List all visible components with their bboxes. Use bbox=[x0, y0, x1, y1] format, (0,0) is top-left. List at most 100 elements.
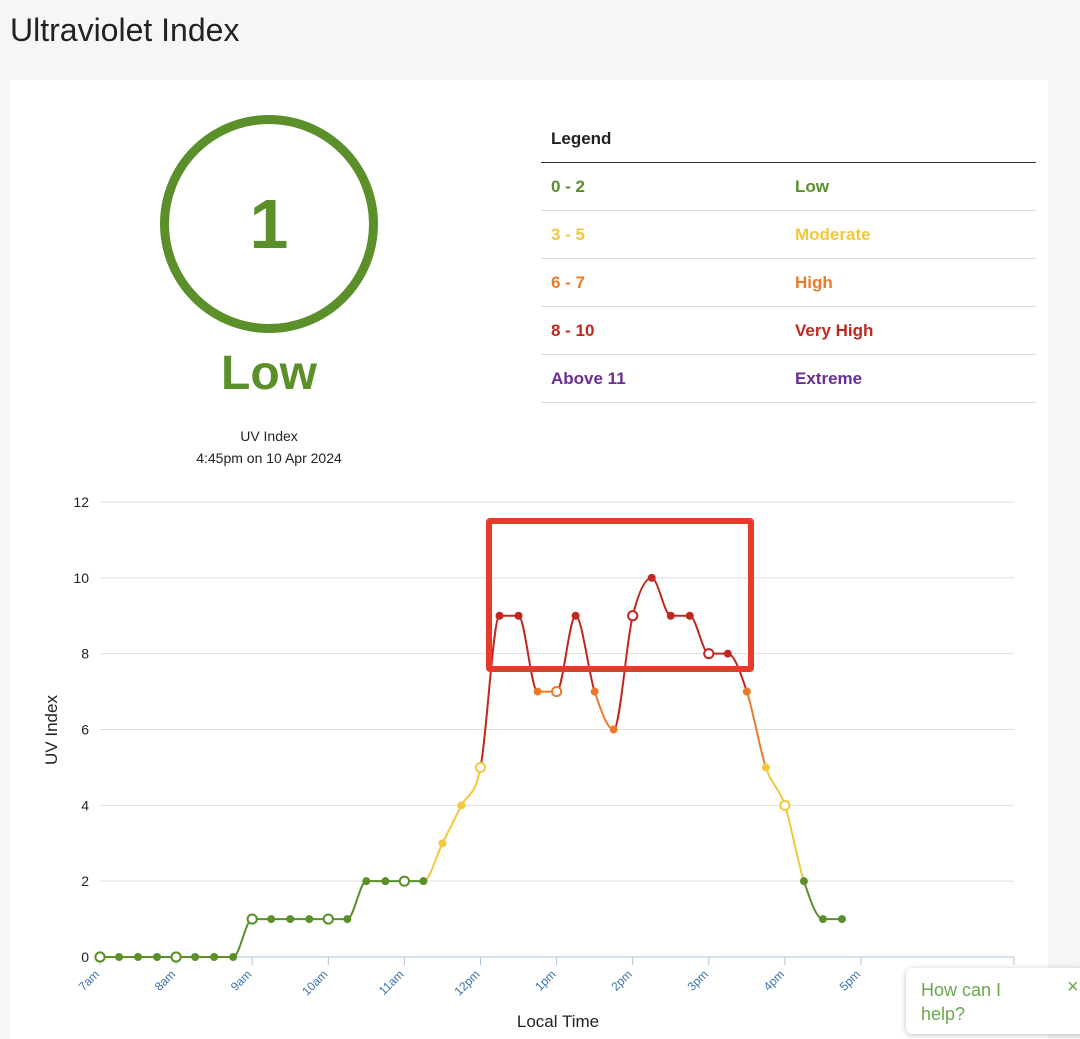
line-segment bbox=[764, 767, 786, 806]
legend-level: Moderate bbox=[795, 225, 871, 244]
x-tick-label: 11am bbox=[376, 967, 407, 998]
legend-level: Extreme bbox=[795, 369, 863, 388]
line-segment bbox=[745, 691, 767, 768]
data-point bbox=[229, 953, 238, 961]
data-point bbox=[818, 915, 827, 924]
data-point bbox=[210, 953, 219, 961]
uv-gauge: 1 bbox=[160, 115, 378, 333]
line-segment bbox=[689, 614, 710, 655]
uv-caption: UV Index 4:45pm on 10 Apr 2024 bbox=[120, 425, 418, 469]
data-point bbox=[779, 799, 791, 811]
y-tick-label: 10 bbox=[73, 570, 89, 586]
legend-range: Above 11 bbox=[551, 369, 626, 388]
data-point bbox=[381, 877, 390, 886]
page-title: Ultraviolet Index bbox=[10, 12, 240, 48]
x-tick-label: 7am bbox=[76, 967, 102, 993]
data-point bbox=[398, 875, 410, 887]
line-segment bbox=[802, 880, 824, 921]
legend-row-very-high: 8 - 10 Very High bbox=[541, 307, 1036, 355]
data-point bbox=[799, 877, 808, 886]
chat-widget[interactable]: How can I help? × bbox=[906, 968, 1080, 1034]
data-point bbox=[551, 685, 563, 698]
legend-row-low: 0 - 2 Low bbox=[541, 163, 1036, 211]
data-point bbox=[474, 761, 487, 774]
y-axis-title: UV Index bbox=[42, 695, 61, 765]
data-point bbox=[837, 915, 846, 924]
data-point bbox=[94, 951, 106, 963]
x-tick-label: 3pm bbox=[685, 967, 711, 993]
data-point bbox=[305, 915, 314, 924]
data-point bbox=[685, 611, 694, 620]
data-point bbox=[134, 953, 143, 961]
x-tick-label: 1pm bbox=[532, 967, 558, 993]
y-tick-label: 12 bbox=[73, 494, 89, 510]
data-point bbox=[647, 573, 656, 582]
uv-series-line bbox=[99, 576, 842, 959]
y-tick-label: 2 bbox=[81, 873, 89, 889]
close-icon[interactable]: × bbox=[1067, 976, 1079, 998]
data-point bbox=[761, 763, 770, 772]
data-point bbox=[362, 877, 371, 886]
line-segment bbox=[631, 576, 652, 616]
uv-current-value: 1 bbox=[249, 185, 289, 263]
data-point bbox=[438, 839, 447, 848]
data-point bbox=[514, 611, 523, 620]
line-segment bbox=[460, 767, 482, 806]
data-point bbox=[286, 915, 295, 924]
legend-range: 6 - 7 bbox=[551, 273, 586, 292]
data-point bbox=[153, 953, 162, 961]
data-point bbox=[723, 649, 732, 658]
uv-legend: Legend 0 - 2 Low 3 - 5 Moderate 6 - 7 Hi… bbox=[541, 120, 1036, 403]
line-segment bbox=[612, 615, 634, 731]
legend-range: 3 - 5 bbox=[551, 225, 586, 244]
data-point bbox=[571, 611, 580, 620]
data-point bbox=[170, 951, 182, 963]
x-tick-label: 12pm bbox=[451, 967, 482, 998]
line-segment bbox=[783, 805, 805, 882]
data-point bbox=[533, 687, 542, 696]
x-tick-label: 2pm bbox=[608, 967, 634, 993]
y-tick-label: 0 bbox=[81, 949, 89, 965]
data-point bbox=[457, 801, 466, 810]
data-point bbox=[666, 611, 675, 620]
x-tick-label: 4pm bbox=[761, 967, 787, 993]
uv-series-points bbox=[94, 573, 846, 963]
chat-prompt[interactable]: How can I help? bbox=[921, 980, 1002, 1024]
legend-level: High bbox=[795, 273, 833, 292]
line-segment bbox=[232, 918, 253, 958]
data-point bbox=[343, 915, 352, 924]
data-point bbox=[590, 687, 599, 696]
legend-range: 8 - 10 bbox=[551, 321, 595, 340]
data-point bbox=[627, 610, 639, 622]
line-segment bbox=[479, 614, 501, 768]
uv-caption-title: UV Index bbox=[240, 428, 298, 444]
line-segment bbox=[593, 691, 614, 731]
data-point bbox=[267, 915, 276, 924]
x-axis-title: Local Time bbox=[517, 1012, 599, 1031]
line-segment bbox=[346, 880, 367, 921]
x-tick-label: 5pm bbox=[837, 967, 863, 993]
uv-level-label: Low bbox=[221, 347, 317, 400]
data-point bbox=[609, 725, 618, 734]
data-point bbox=[703, 648, 715, 660]
data-point bbox=[419, 877, 428, 886]
data-point bbox=[115, 953, 124, 961]
y-tick-label: 4 bbox=[81, 797, 89, 813]
data-point bbox=[495, 611, 504, 620]
uv-line-chart: 0 2 4 6 8 10 12 7am 8am 9am 10am 11am 12pm 1pm 2pm 3pm 4… bbox=[42, 494, 1015, 1031]
uv-caption-timestamp: 4:45pm on 10 Apr 2024 bbox=[196, 450, 342, 466]
line-segment bbox=[423, 842, 444, 883]
y-tick-label: 6 bbox=[81, 722, 89, 738]
x-tick-label: 8am bbox=[152, 967, 178, 993]
data-point bbox=[322, 913, 334, 925]
data-point bbox=[191, 953, 200, 961]
legend-row-extreme: Above 11 Extreme bbox=[541, 355, 1036, 403]
data-point bbox=[246, 913, 258, 925]
data-point bbox=[742, 687, 751, 696]
legend-row-high: 6 - 7 High bbox=[541, 259, 1036, 307]
legend-level: Low bbox=[795, 177, 829, 196]
x-tick-label: 9am bbox=[228, 967, 254, 993]
line-segment bbox=[727, 652, 748, 692]
legend-row-moderate: 3 - 5 Moderate bbox=[541, 211, 1036, 259]
line-segment bbox=[651, 576, 672, 617]
